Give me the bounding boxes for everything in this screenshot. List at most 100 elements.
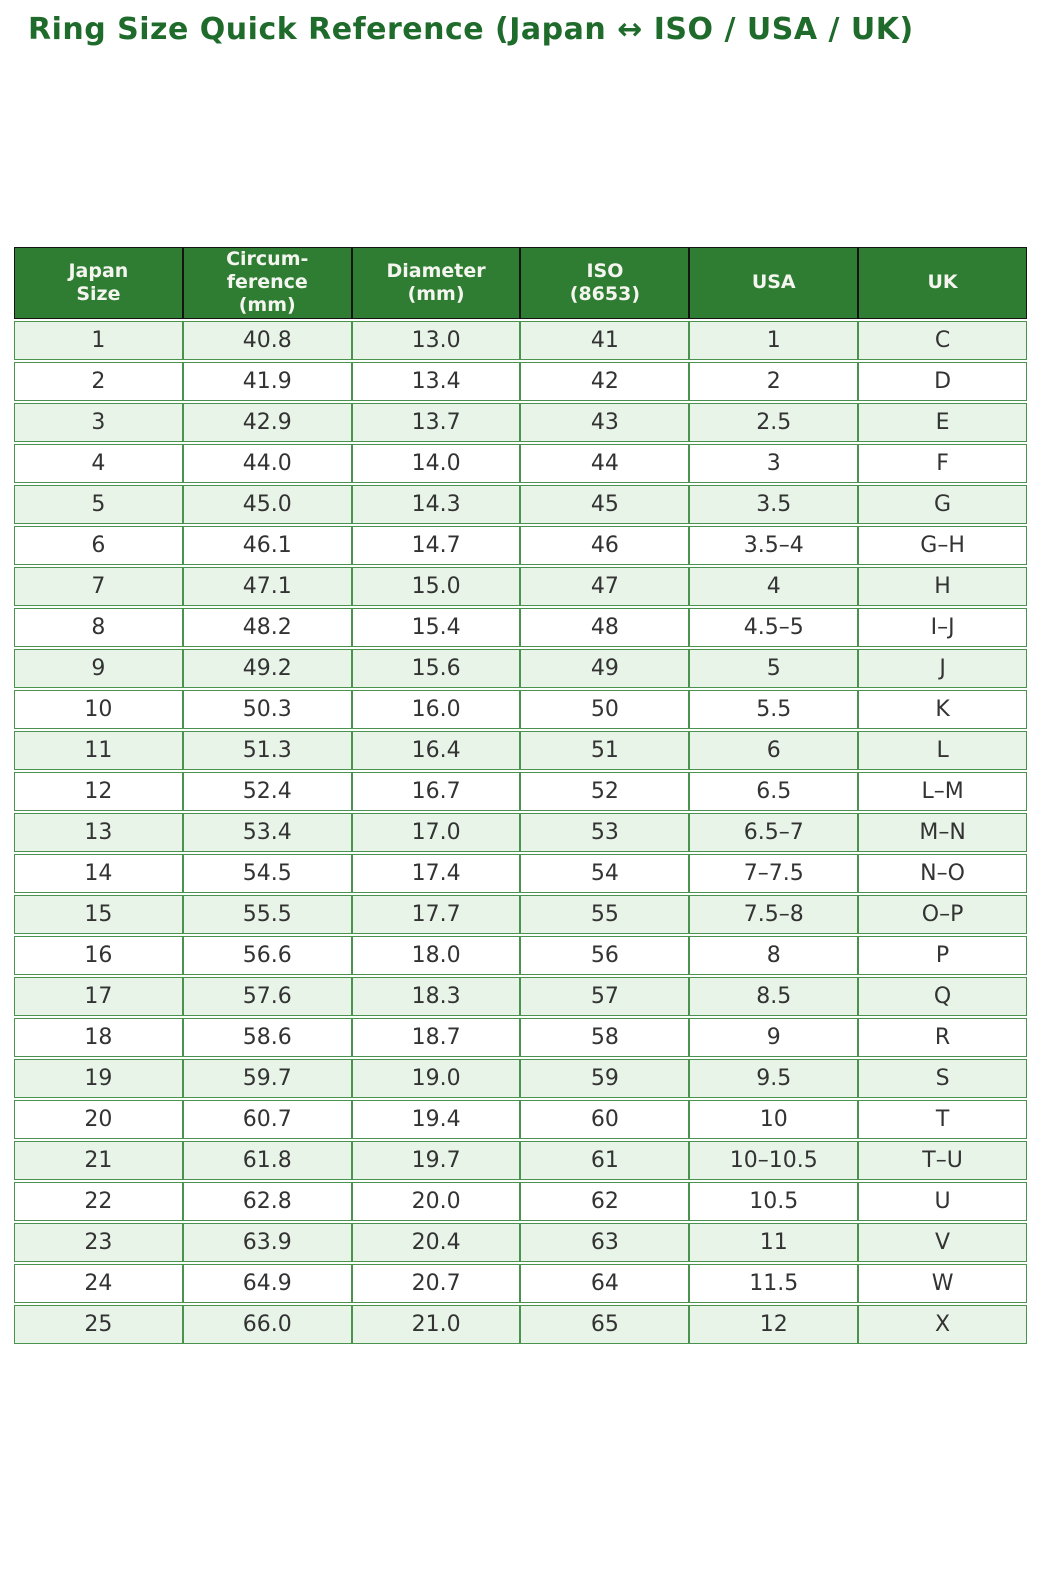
table-cell: 44.0: [182, 443, 352, 483]
table-cell: O–P: [858, 894, 1027, 934]
table-cell: H: [858, 566, 1027, 606]
column-header-iso: ISO (8653): [520, 247, 690, 319]
table-cell: 15: [14, 894, 183, 934]
table-cell: W: [858, 1263, 1027, 1303]
table-cell: 3: [14, 402, 183, 442]
table-row: 9 49.2 15.6 49 5 J: [14, 648, 1027, 688]
table-cell: 58.6: [182, 1017, 352, 1057]
table-cell: 64.9: [182, 1263, 352, 1303]
table-cell: 2: [689, 361, 859, 401]
table-cell: K: [858, 689, 1027, 729]
table-cell: 62: [520, 1181, 690, 1221]
table-cell: 24: [14, 1263, 183, 1303]
table-cell: 12: [689, 1304, 859, 1344]
table-cell: 41: [520, 320, 690, 360]
table-cell: 21.0: [351, 1304, 521, 1344]
table-row: 16 56.6 18.0 56 8 P: [14, 935, 1027, 975]
table-cell: 44: [520, 443, 690, 483]
table-cell: 56.6: [182, 935, 352, 975]
table-cell: 17.7: [351, 894, 521, 934]
table-cell: 14.3: [351, 484, 521, 524]
table-row: 4 44.0 14.0 44 3 F: [14, 443, 1027, 483]
table-row: 10 50.3 16.0 50 5.5 K: [14, 689, 1027, 729]
table-cell: 64: [520, 1263, 690, 1303]
table-cell: 13.7: [351, 402, 521, 442]
table-cell: 11.5: [689, 1263, 859, 1303]
table-cell: 52.4: [182, 771, 352, 811]
table-cell: J: [858, 648, 1027, 688]
table-cell: L: [858, 730, 1027, 770]
table-cell: 19.7: [351, 1140, 521, 1180]
table-cell: 16: [14, 935, 183, 975]
table-row: 12 52.4 16.7 52 6.5 L–M: [14, 771, 1027, 811]
table-cell: 5: [689, 648, 859, 688]
table-cell: 42: [520, 361, 690, 401]
table-cell: 19: [14, 1058, 183, 1098]
table-cell: 47: [520, 566, 690, 606]
table-cell: 11: [14, 730, 183, 770]
table-cell: 18: [14, 1017, 183, 1057]
table-cell: 45.0: [182, 484, 352, 524]
table-row: 17 57.6 18.3 57 8.5 Q: [14, 976, 1027, 1016]
table-cell: 50.3: [182, 689, 352, 729]
table-cell: 23: [14, 1222, 183, 1262]
table-cell: 10.5: [689, 1181, 859, 1221]
table-body: 1 40.8 13.0 41 1 C 2 41.9 13.4 42 2 D 3 42.9 13.7 43 2.5…: [14, 320, 1027, 1344]
table-cell: 8.5: [689, 976, 859, 1016]
page-title: Ring Size Quick Reference (Japan ↔ ISO /…: [28, 12, 914, 47]
table-cell: 46.1: [182, 525, 352, 565]
table-cell: 10–10.5: [689, 1140, 859, 1180]
column-header-japan-size: Japan Size: [14, 247, 183, 319]
table-cell: 17.4: [351, 853, 521, 893]
table-cell: 20.0: [351, 1181, 521, 1221]
table-cell: 7: [14, 566, 183, 606]
table-row: 23 63.9 20.4 63 11 V: [14, 1222, 1027, 1262]
table-row: 8 48.2 15.4 48 4.5–5 I–J: [14, 607, 1027, 647]
table-cell: 9.5: [689, 1058, 859, 1098]
table-cell: 60.7: [182, 1099, 352, 1139]
table-row: 1 40.8 13.0 41 1 C: [14, 320, 1027, 360]
table-cell: 52: [520, 771, 690, 811]
table-cell: 6.5–7: [689, 812, 859, 852]
table-cell: 6: [14, 525, 183, 565]
table-cell: C: [858, 320, 1027, 360]
table-cell: 14: [14, 853, 183, 893]
table-cell: 57.6: [182, 976, 352, 1016]
table-cell: 19.4: [351, 1099, 521, 1139]
column-header-uk: UK: [858, 247, 1027, 319]
table-cell: 15.4: [351, 607, 521, 647]
table-cell: 50: [520, 689, 690, 729]
table-row: 7 47.1 15.0 47 4 H: [14, 566, 1027, 606]
table-cell: 15.0: [351, 566, 521, 606]
table-row: 6 46.1 14.7 46 3.5–4 G–H: [14, 525, 1027, 565]
table-cell: 5.5: [689, 689, 859, 729]
table-row: 21 61.8 19.7 61 10–10.5 T–U: [14, 1140, 1027, 1180]
table-row: 5 45.0 14.3 45 3.5 G: [14, 484, 1027, 524]
table-cell: 7.5–8: [689, 894, 859, 934]
table-cell: 3.5: [689, 484, 859, 524]
table-cell: 48.2: [182, 607, 352, 647]
table-cell: 4: [689, 566, 859, 606]
column-header-usa: USA: [689, 247, 859, 319]
table-cell: 59.7: [182, 1058, 352, 1098]
table-cell: 55: [520, 894, 690, 934]
table-cell: U: [858, 1181, 1027, 1221]
table-cell: 59: [520, 1058, 690, 1098]
table-cell: 40.8: [182, 320, 352, 360]
table-row: 3 42.9 13.7 43 2.5 E: [14, 402, 1027, 442]
table-cell: 18.7: [351, 1017, 521, 1057]
table-cell: 20.4: [351, 1222, 521, 1262]
table-cell: 58: [520, 1017, 690, 1057]
table-cell: 53: [520, 812, 690, 852]
table-cell: L–M: [858, 771, 1027, 811]
table-cell: 16.4: [351, 730, 521, 770]
table-row: 11 51.3 16.4 51 6 L: [14, 730, 1027, 770]
table-cell: 3.5–4: [689, 525, 859, 565]
table-cell: X: [858, 1304, 1027, 1344]
table-cell: 56: [520, 935, 690, 975]
table-cell: 22: [14, 1181, 183, 1221]
table-cell: 51: [520, 730, 690, 770]
table-cell: 6.5: [689, 771, 859, 811]
table-cell: 13.4: [351, 361, 521, 401]
table-cell: 48: [520, 607, 690, 647]
